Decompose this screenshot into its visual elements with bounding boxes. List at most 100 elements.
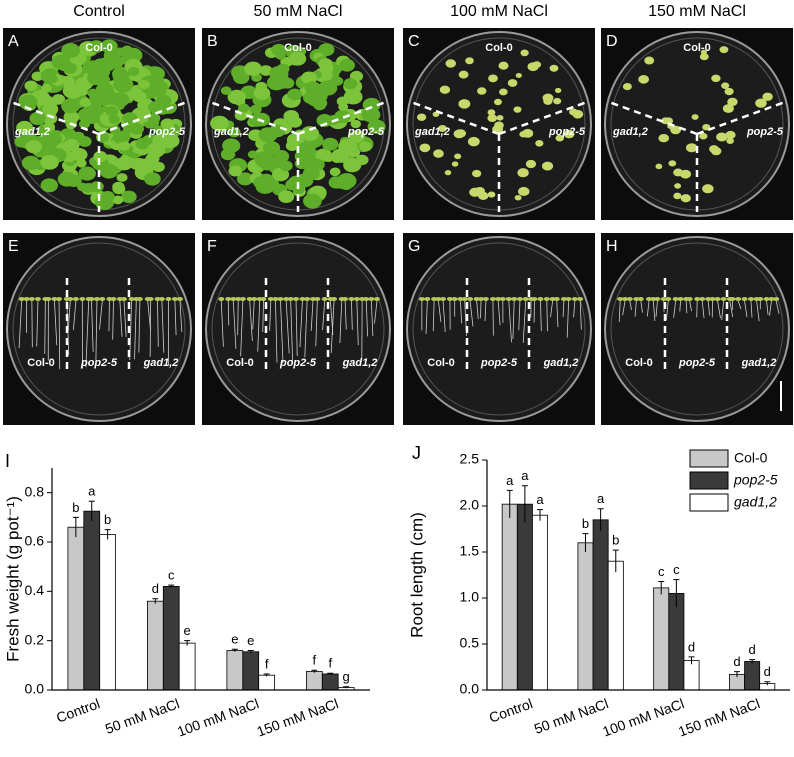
seedling xyxy=(79,97,92,108)
seedling xyxy=(454,153,462,160)
seedling xyxy=(435,297,442,301)
seedling xyxy=(176,297,183,301)
seedling xyxy=(433,149,444,158)
seedling xyxy=(230,297,237,301)
seedling xyxy=(318,80,338,96)
seedling xyxy=(660,297,667,301)
error-bar xyxy=(673,579,680,608)
seedling xyxy=(496,115,504,121)
bar xyxy=(162,586,180,691)
root xyxy=(744,300,748,318)
bar xyxy=(226,650,244,691)
seedling xyxy=(23,297,30,301)
seedling xyxy=(467,136,480,147)
seedling xyxy=(466,57,474,63)
seedling xyxy=(322,137,339,151)
seedling xyxy=(672,297,679,301)
error-bar xyxy=(168,584,175,588)
seedling xyxy=(542,93,554,103)
seedling xyxy=(338,138,358,155)
seedling xyxy=(472,169,482,178)
column-title: 50 mM NaCl xyxy=(254,3,343,20)
seedling xyxy=(637,297,644,301)
seedling xyxy=(78,166,96,181)
significance-letter: c xyxy=(673,562,680,577)
root xyxy=(579,300,582,330)
y-tick-label: 0.8 xyxy=(25,483,45,499)
root xyxy=(240,300,244,357)
root xyxy=(497,300,501,326)
seedling xyxy=(267,297,274,301)
root xyxy=(330,300,335,354)
seedling xyxy=(541,161,554,171)
seedling xyxy=(121,297,128,301)
seedling xyxy=(165,297,172,301)
error-bar xyxy=(247,650,254,653)
seedling xyxy=(458,70,469,79)
root xyxy=(484,300,487,321)
seedling xyxy=(121,190,137,204)
root xyxy=(640,300,643,313)
root xyxy=(339,300,343,344)
bar xyxy=(668,593,685,691)
seedling xyxy=(105,106,119,117)
bar xyxy=(67,526,85,691)
plate-label: pop2-5 xyxy=(480,357,518,369)
significance-letter: a xyxy=(88,484,96,499)
x-tick-label: 100 mM NaCl xyxy=(175,695,261,739)
error-bar xyxy=(506,489,513,518)
seedling xyxy=(269,124,286,138)
y-tick-label: 0.4 xyxy=(25,582,45,598)
bar xyxy=(83,510,101,691)
panel-letter: G xyxy=(408,238,420,255)
seedling xyxy=(705,297,712,301)
seedling xyxy=(260,297,267,301)
seedling xyxy=(673,192,682,200)
seedling xyxy=(714,297,721,301)
plate-label: pop2-5 xyxy=(347,126,385,138)
seedling xyxy=(694,297,701,301)
plate-label: gad1,2 xyxy=(543,357,579,369)
seedling xyxy=(725,130,736,140)
seedling xyxy=(549,297,556,301)
seedling xyxy=(129,157,145,171)
seedling xyxy=(691,114,699,120)
photo-panel: Col-0 gad1,2 pop2-5 B xyxy=(202,28,394,220)
significance-letter: b xyxy=(612,533,619,548)
seedling xyxy=(51,297,58,301)
seedling xyxy=(93,151,108,162)
seedling xyxy=(517,168,529,178)
x-tick-label: Control xyxy=(54,695,102,725)
seedling xyxy=(553,97,562,105)
column-title: 100 mM NaCl xyxy=(450,3,548,20)
plate-label: Col-0 xyxy=(683,42,711,54)
petri-dish xyxy=(604,236,790,422)
seedling xyxy=(18,297,25,301)
bar xyxy=(305,671,323,691)
seedling xyxy=(146,142,166,158)
significance-letter: g xyxy=(343,669,350,684)
seedling xyxy=(239,297,246,301)
plate-label: gad1,2 xyxy=(14,126,50,138)
seedling xyxy=(518,186,530,197)
legend-label: Col-0 xyxy=(734,450,768,466)
seedling xyxy=(348,297,355,301)
seedling xyxy=(110,297,117,301)
petri-dish-rim xyxy=(12,242,186,416)
legend-swatch xyxy=(689,471,729,490)
seedling xyxy=(301,71,318,85)
root xyxy=(220,300,224,347)
root xyxy=(646,300,650,317)
error-bar xyxy=(72,516,79,538)
seedling xyxy=(309,297,316,301)
root xyxy=(99,300,103,330)
seedling xyxy=(285,140,299,151)
error-bar xyxy=(88,500,95,522)
seedling xyxy=(633,297,640,301)
seedling xyxy=(438,124,447,133)
error-bar xyxy=(231,648,238,652)
seedling xyxy=(253,86,271,100)
seedling xyxy=(67,297,74,301)
seedling xyxy=(549,64,559,72)
panel-letter: E xyxy=(8,238,19,255)
